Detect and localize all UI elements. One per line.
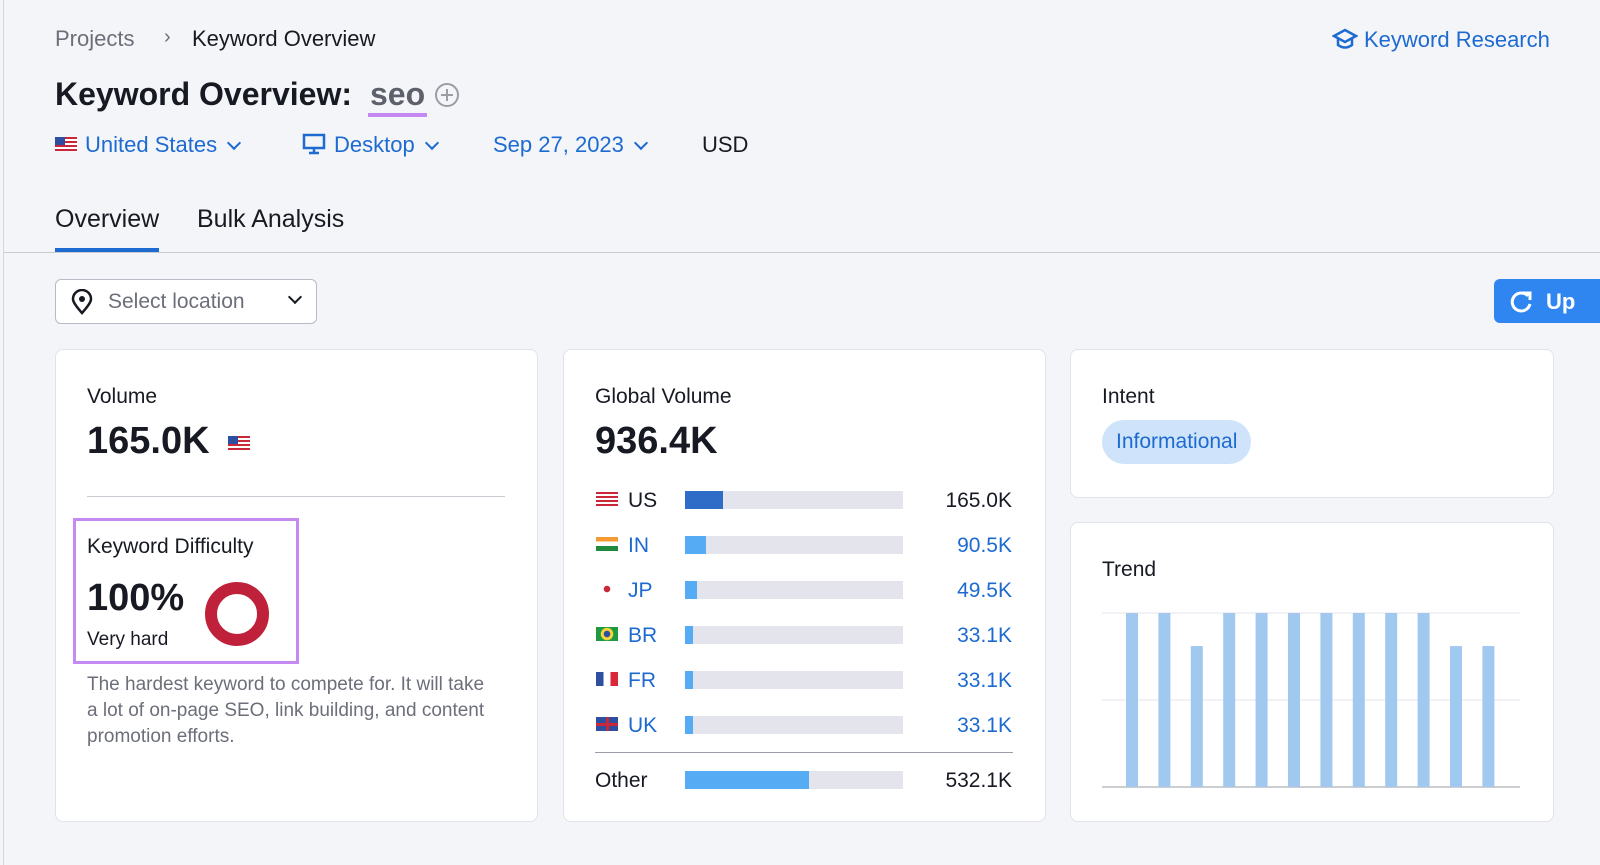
bar-track [685,626,903,644]
bar [685,716,693,734]
trend-bar [1320,613,1333,787]
bar [685,771,809,789]
country-filter[interactable]: United States [55,132,242,158]
flag [596,717,618,731]
bar [685,671,693,689]
kd-description: The hardest keyword to compete for. It w… [87,674,485,747]
trend-bar [1482,646,1495,787]
bar-track [685,716,903,734]
trend-bar [1288,613,1300,787]
page-title: Keyword Overview: [55,76,352,112]
intent-label: Intent [1102,385,1155,408]
kd-level: Very hard [87,629,169,650]
global-volume-label: Global Volume [595,385,732,408]
row-value: 33.1K [957,714,1012,737]
trend-bar [1352,613,1365,787]
divider [4,252,1600,253]
tab-active[interactable]: Overview [55,205,160,252]
trend-bar [1190,646,1203,787]
keyword: seo [368,76,428,117]
separator [87,496,505,497]
flag [596,627,618,641]
row-value: 532.1K [945,769,1012,792]
volume-label: Volume [87,385,158,408]
trend-bar [1417,613,1430,787]
breadcrumb-sep: › [164,26,171,48]
kd-label: Keyword Difficulty [87,535,254,558]
flag [596,582,618,596]
bar [685,626,693,644]
trend-bar [1223,613,1236,787]
trend-bar [1158,613,1171,787]
bar [685,581,697,599]
country-code: US [628,489,658,512]
bar [685,491,724,509]
tab[interactable]: Bulk Analysis [197,205,345,233]
trend-bar [1450,646,1462,787]
bar [685,536,707,554]
row-value: 165.0K [945,489,1012,512]
trend-bar [1126,613,1138,787]
bar-track [685,671,903,689]
row-value: 33.1K [957,669,1012,692]
kd-gauge [205,582,269,646]
breadcrumb: Keyword Overview [192,26,376,51]
header-link[interactable]: Keyword Research [1331,27,1550,53]
device-filter[interactable]: Desktop [302,132,439,158]
trend-bar [1255,613,1268,787]
highlight-box [73,518,299,664]
location-placeholder[interactable]: Select location [108,290,245,313]
row-name: Other [595,769,648,792]
kd-ring [205,582,269,646]
header-link-text[interactable]: Keyword Research [1364,27,1550,52]
trend-bar [1385,613,1398,787]
country-code: BR [628,624,658,647]
flag [596,537,618,551]
flag [596,492,618,506]
add-icon[interactable] [434,82,460,108]
intent-badge: Informational [1102,420,1252,464]
trend-chart [1102,612,1520,788]
bar-track [685,491,903,509]
row-value: 33.1K [957,624,1012,647]
flag [228,436,250,450]
kd-value: 100% [87,577,185,619]
update-button[interactable]: Up [1494,279,1600,323]
row-value: 90.5K [957,534,1012,557]
country[interactable]: United States [85,132,218,157]
volume-value: 165.0K [87,420,210,462]
date-filter[interactable]: Sep 27, 2023 [493,132,648,158]
currency: USD [702,132,749,157]
trend-label: Trend [1102,558,1157,581]
separator [595,752,1013,753]
country-code: IN [628,534,649,557]
global-volume-value: 936.4K [595,420,718,462]
date[interactable]: Sep 27, 2023 [493,132,624,157]
row-value: 49.5K [957,579,1012,602]
location-select[interactable]: Select location [55,279,317,324]
device[interactable]: Desktop [334,132,415,157]
country-code: JP [628,579,653,602]
volume-card [55,349,538,822]
country-code: FR [628,669,656,692]
bar-track [685,581,903,599]
flag [596,672,618,686]
bar-track [685,536,903,554]
breadcrumb[interactable]: Projects [55,26,135,51]
country-code: UK [628,714,658,737]
update-label[interactable]: Up [1546,289,1576,314]
frame-edge [3,0,4,865]
trend-card [1070,522,1554,822]
